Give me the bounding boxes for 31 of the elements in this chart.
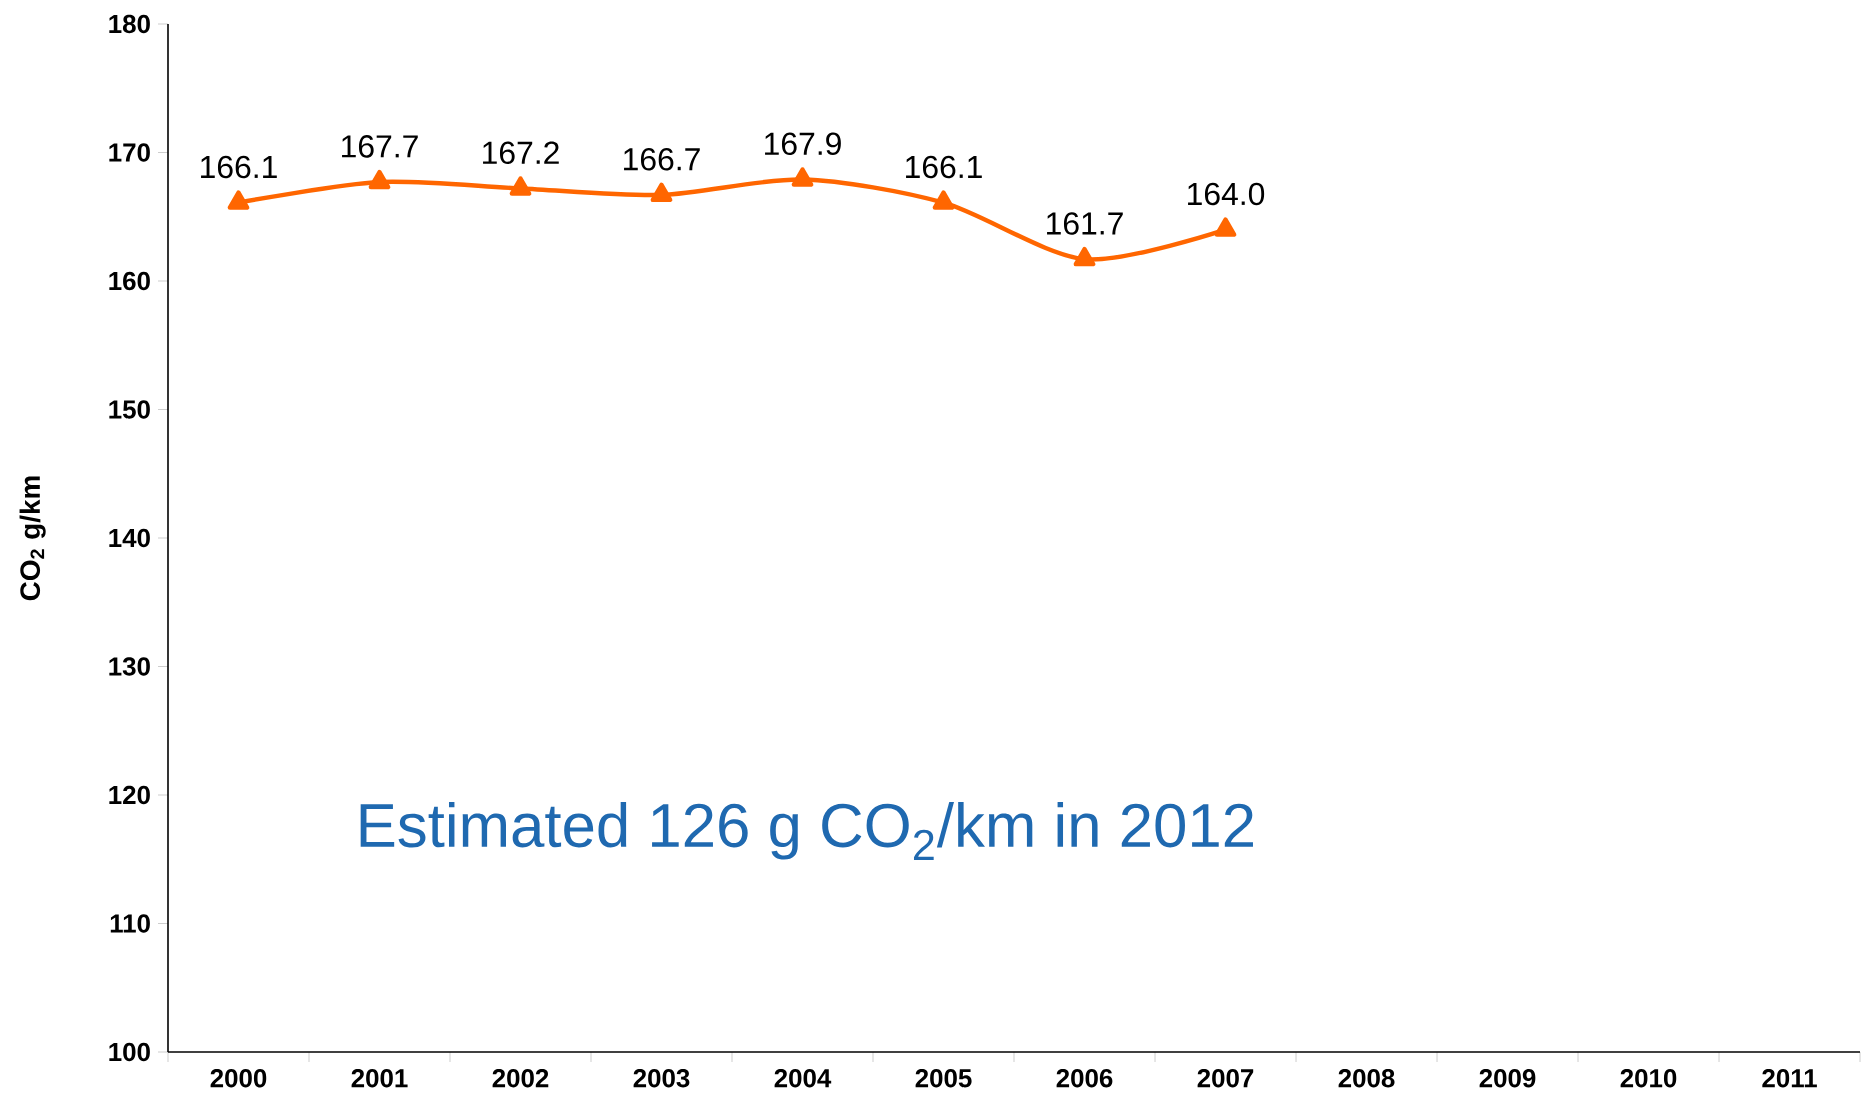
data-label: 166.1	[201, 155, 277, 179]
x-tick-label: 2006	[1056, 1069, 1113, 1088]
data-label: 167.2	[483, 141, 559, 165]
y-tick-label: 160	[109, 271, 150, 291]
y-tick-label: 180	[109, 14, 150, 34]
x-tick-label: 2002	[492, 1069, 549, 1088]
y-axis-title: CO$_{2}$ g/km	[19, 476, 46, 601]
x-tick-label: 2011	[1762, 1069, 1817, 1088]
data-label: 166.1	[906, 155, 982, 179]
annotation: Estimated 126 g CO$_{2}$/km in 2012	[360, 802, 1253, 860]
data-label: 167.7	[342, 135, 418, 158]
data-label: 167.9	[765, 132, 841, 156]
y-tick-label: 150	[109, 400, 150, 419]
data-label: 166.7	[624, 147, 700, 171]
y-tick-label: 140	[109, 528, 150, 548]
y-tick-label: 110	[110, 914, 150, 933]
x-tick-label: 2004	[774, 1069, 832, 1088]
x-tick-label: 2000	[210, 1069, 267, 1088]
y-tick-label: 120	[109, 785, 150, 805]
data-label: 161.7	[1047, 212, 1123, 235]
data-label: 164.0	[1188, 182, 1265, 206]
x-tick-label: 2009	[1479, 1069, 1536, 1088]
x-tick-label: 2003	[633, 1069, 690, 1088]
x-tick-label: 2007	[1197, 1069, 1254, 1088]
x-tick-label: 2001	[351, 1069, 408, 1088]
x-tick-label: 2008	[1338, 1069, 1395, 1088]
y-tick-label: 100	[109, 1042, 150, 1062]
y-tick-label: 170	[109, 143, 150, 162]
x-tick-label: 2005	[915, 1069, 972, 1088]
y-tick-label: 130	[109, 657, 150, 676]
x-tick-label: 2010	[1620, 1069, 1677, 1088]
